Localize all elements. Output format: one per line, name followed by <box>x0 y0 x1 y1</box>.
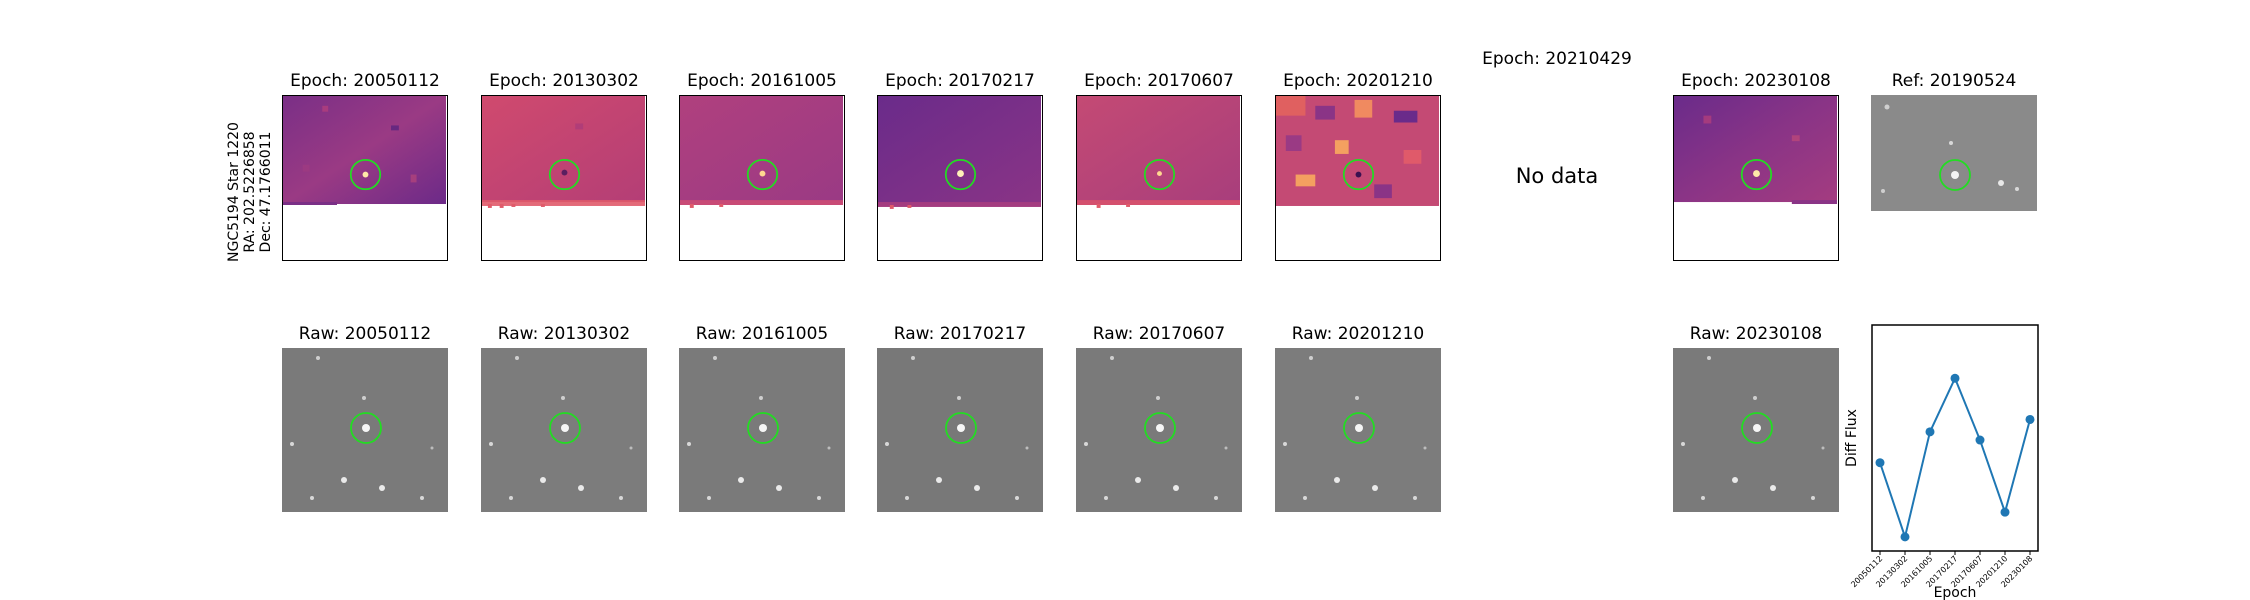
data-point <box>2025 414 2035 424</box>
target-circle <box>1342 158 1375 191</box>
ref-title: Ref: 20190524 <box>1891 71 2017 91</box>
target-circle <box>1343 412 1375 444</box>
target-ra: RA: 202.5226858 <box>242 131 258 253</box>
raw-image-1 <box>282 348 448 512</box>
target-name: NGC5194 Star 1220 <box>226 122 242 262</box>
diff-title-6: Epoch: 20201210 <box>1283 71 1433 91</box>
target-circle <box>945 412 977 444</box>
target-circle <box>1939 159 1971 191</box>
x-axis-label: Epoch <box>1934 585 1977 600</box>
diff-image-5 <box>1076 95 1242 261</box>
target-circle <box>747 412 779 444</box>
raw-title-2: Raw: 20130302 <box>497 324 631 344</box>
raw-image-2 <box>481 348 647 512</box>
target-circle <box>548 158 581 191</box>
data-point <box>1900 532 1910 542</box>
diff-title-3: Epoch: 20161005 <box>687 71 837 91</box>
target-info-label: NGC5194 Star 1220 RA: 202.5226858 Dec: 4… <box>226 122 274 262</box>
diff-title-8: Epoch: 20230108 <box>1681 71 1831 91</box>
diff-title-1: Epoch: 20050112 <box>290 71 440 91</box>
target-circle <box>349 158 382 191</box>
diff-title-4: Epoch: 20170217 <box>885 71 1035 91</box>
raw-title-3: Raw: 20161005 <box>695 324 829 344</box>
diff-image-2 <box>481 95 647 261</box>
data-point <box>2000 507 2010 517</box>
data-point <box>1875 458 1885 468</box>
diff-image-3 <box>679 95 845 261</box>
target-circle <box>1144 412 1176 444</box>
raw-title-7: Raw: 20230108 <box>1689 324 1823 344</box>
target-circle <box>1740 158 1773 191</box>
diff-image-1 <box>282 95 448 261</box>
raw-image-7 <box>1673 348 1839 512</box>
diff-image-6 <box>1275 95 1441 261</box>
diff-title-7: Epoch: 20210429 <box>1482 49 1632 69</box>
y-axis-label: Diff Flux <box>1844 409 1860 467</box>
target-circle <box>1741 412 1773 444</box>
diff-image-4 <box>877 95 1043 261</box>
target-dec: Dec: 47.1766011 <box>258 131 274 253</box>
raw-image-6 <box>1275 348 1441 512</box>
raw-title-6: Raw: 20201210 <box>1291 324 1425 344</box>
data-point <box>1950 373 1960 383</box>
reference-image <box>1871 95 2037 211</box>
raw-image-4 <box>877 348 1043 512</box>
target-circle <box>549 412 581 444</box>
diff-image-8 <box>1673 95 1839 261</box>
target-circle <box>1143 158 1176 191</box>
data-point <box>1925 427 1935 437</box>
raw-title-5: Raw: 20170607 <box>1092 324 1226 344</box>
target-circle <box>350 412 382 444</box>
raw-title-4: Raw: 20170217 <box>893 324 1027 344</box>
target-circle <box>944 158 977 191</box>
raw-image-5 <box>1076 348 1242 512</box>
plot-frame <box>1871 324 2039 552</box>
diff-title-2: Epoch: 20130302 <box>489 71 639 91</box>
raw-image-3 <box>679 348 845 512</box>
data-point <box>1975 435 1985 445</box>
diff-title-5: Epoch: 20170607 <box>1084 71 1234 91</box>
no-data-message: No data <box>1515 164 1599 188</box>
target-circle <box>746 158 779 191</box>
raw-title-1: Raw: 20050112 <box>298 324 432 344</box>
light-curve-chart: 2005011220130302201610052017021720170607… <box>1844 324 2039 600</box>
